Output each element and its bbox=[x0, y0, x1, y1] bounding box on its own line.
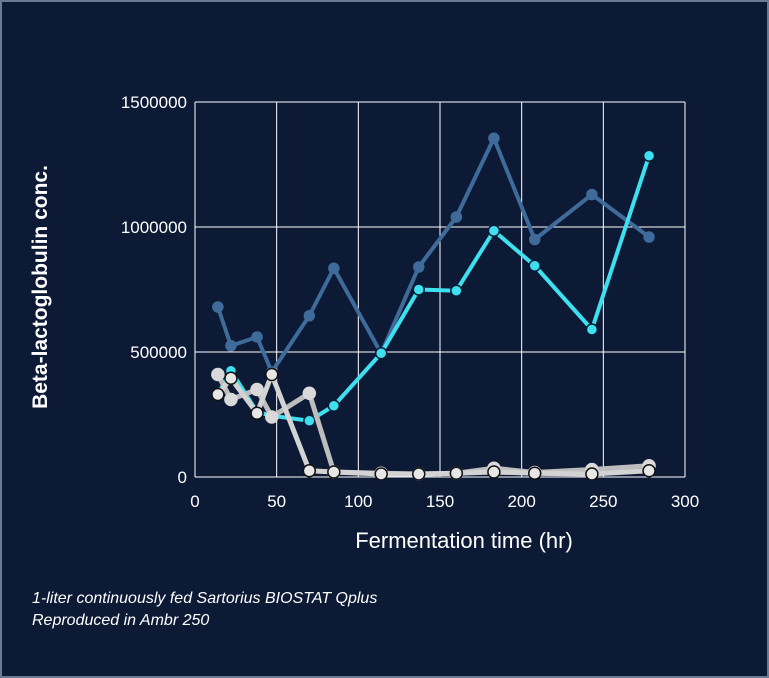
data-point bbox=[585, 467, 599, 481]
data-point bbox=[585, 323, 599, 336]
data-point bbox=[528, 259, 541, 272]
data-point bbox=[328, 262, 340, 274]
grid-lines bbox=[194, 101, 686, 478]
x-tick-label: 300 bbox=[671, 492, 699, 511]
data-point bbox=[250, 406, 264, 420]
series-line bbox=[215, 136, 652, 374]
data-point bbox=[642, 464, 656, 478]
y-tick-label: 500000 bbox=[130, 343, 187, 362]
data-point bbox=[212, 301, 224, 313]
series-line bbox=[215, 372, 652, 477]
data-point bbox=[265, 367, 279, 382]
data-point bbox=[450, 284, 463, 297]
data-point bbox=[374, 347, 388, 360]
caption-line-1: 1-liter continuously fed Sartorius BIOST… bbox=[32, 590, 378, 607]
x-axis-ticks: 0 50 100 150 200 250 300 bbox=[190, 492, 699, 511]
data-point bbox=[265, 410, 279, 424]
data-point bbox=[302, 464, 317, 478]
data-point bbox=[413, 261, 425, 273]
x-tick-label: 100 bbox=[344, 492, 372, 511]
y-axis-label: Beta-lactoglobulin conc. bbox=[29, 165, 52, 409]
data-point bbox=[211, 367, 225, 382]
x-tick-label: 250 bbox=[589, 492, 617, 511]
chart-caption: 1-liter continuously fed Sartorius BIOST… bbox=[32, 588, 377, 632]
data-point bbox=[224, 392, 238, 407]
data-point bbox=[303, 310, 316, 322]
data-point bbox=[643, 231, 655, 243]
data-point bbox=[211, 387, 225, 402]
data-point bbox=[374, 467, 388, 481]
data-point bbox=[224, 371, 238, 385]
caption-line-2: Reproduced in Ambr 250 bbox=[32, 612, 210, 629]
data-point bbox=[327, 465, 341, 479]
series-1 bbox=[212, 132, 655, 378]
series-line bbox=[215, 153, 652, 423]
series-4 bbox=[211, 367, 656, 481]
data-point bbox=[251, 331, 263, 343]
data-point bbox=[488, 132, 500, 144]
data-point bbox=[528, 233, 541, 246]
data-point bbox=[487, 224, 501, 237]
x-tick-label: 150 bbox=[426, 492, 454, 511]
data-point bbox=[412, 467, 426, 481]
series-line bbox=[215, 372, 652, 477]
data-point bbox=[642, 149, 656, 162]
y-tick-label: 1000000 bbox=[121, 218, 187, 237]
data-point bbox=[449, 466, 464, 480]
y-tick-label: 1500000 bbox=[121, 93, 187, 112]
data-point bbox=[450, 211, 463, 223]
data-point bbox=[225, 340, 237, 352]
data-point bbox=[303, 414, 316, 427]
data-point bbox=[487, 465, 501, 479]
x-tick-label: 50 bbox=[267, 492, 286, 511]
y-axis-ticks: 0 500000 1000000 1500000 bbox=[121, 93, 187, 487]
data-point bbox=[250, 382, 264, 397]
x-tick-label: 200 bbox=[507, 492, 535, 511]
x-tick-label: 0 bbox=[190, 492, 199, 511]
data-point bbox=[586, 188, 598, 201]
series-group bbox=[211, 132, 656, 481]
data-point bbox=[327, 399, 341, 412]
y-tick-label: 0 bbox=[178, 468, 187, 487]
data-point bbox=[302, 386, 317, 400]
x-axis-label: Fermentation time (hr) bbox=[355, 528, 573, 553]
data-point bbox=[527, 466, 542, 480]
data-point bbox=[412, 283, 426, 296]
